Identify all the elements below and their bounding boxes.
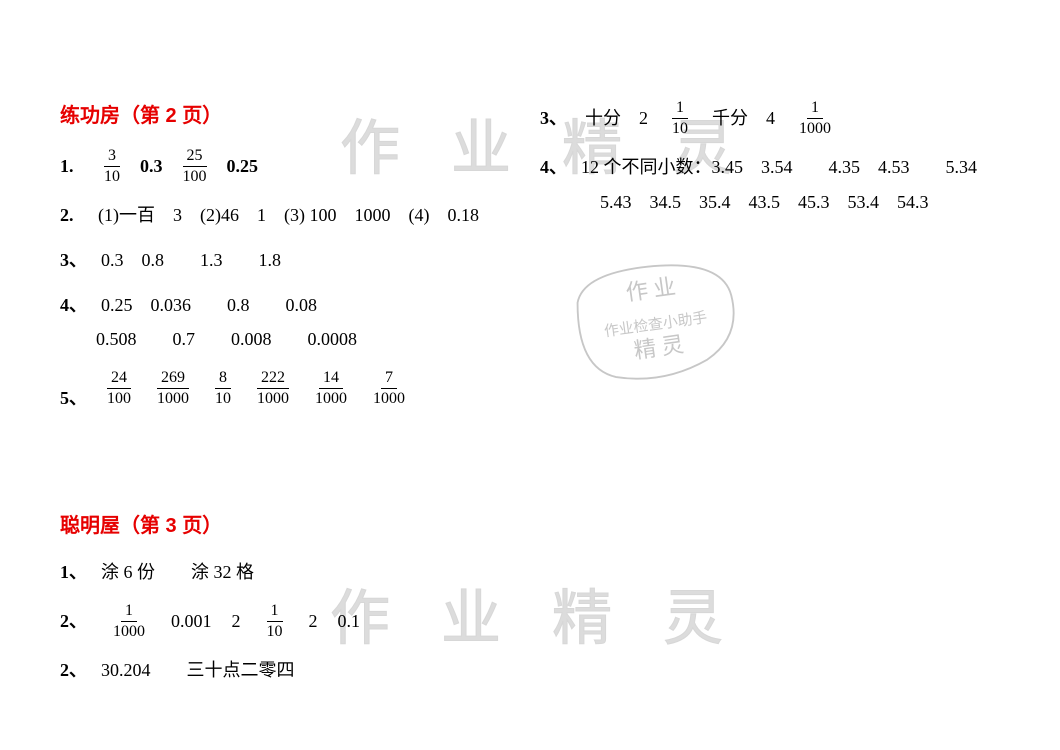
section1-left: 练功房（第 2 页） 1. 3 10 0.3 25 100 0.25 2. (1… — [60, 100, 530, 423]
s2-q2a-t2: 2 — [232, 607, 241, 636]
q1-frac1-n: 3 — [104, 148, 120, 167]
q1-frac2-n: 25 — [183, 148, 207, 167]
q4-left-line1: 0.25 0.036 0.8 0.08 — [101, 291, 317, 320]
q1-label: 1. — [60, 152, 84, 181]
q1-row: 1. 3 10 0.3 25 100 0.25 — [60, 148, 530, 185]
q5-frac-4: 14 1000 — [311, 370, 351, 407]
s2-q1-row: 1、 涂 6 份 涂 32 格 — [60, 558, 560, 587]
s2-q2a-t4: 0.1 — [338, 607, 361, 636]
q1-a2: 0.25 — [227, 152, 259, 181]
s2-q2a-frac1-n: 1 — [121, 603, 137, 622]
q1-frac2-d: 100 — [179, 167, 211, 185]
page: 作 业 精 灵 作 业 作业检查小助手 精 灵 作 业 精 灵 练功房（第 2 … — [0, 0, 1060, 750]
q5-label: 5、 — [60, 384, 87, 413]
s2-q1-text: 涂 6 份 涂 32 格 — [101, 558, 254, 587]
q5-frac-5: 7 1000 — [369, 370, 409, 407]
s2-q2a-frac2: 1 10 — [263, 603, 287, 640]
q5-frac-2-d: 10 — [211, 389, 235, 407]
q5-frac-1: 269 1000 — [153, 370, 193, 407]
q3-right-label: 3、 — [540, 104, 567, 133]
q3r-frac1-d: 10 — [668, 119, 692, 137]
q5-frac-1-n: 269 — [157, 370, 189, 389]
q1-frac1-d: 10 — [100, 167, 124, 185]
q3r-frac1: 1 10 — [668, 100, 692, 137]
q2-row: 2. (1)一百 3 (2)46 1 (3) 100 1000 (4) 0.18 — [60, 201, 530, 230]
q1-frac1: 3 10 — [100, 148, 124, 185]
section2: 聪明屋（第 3 页） 1、 涂 6 份 涂 32 格 2、 1 1000 0.0… — [60, 510, 560, 701]
section2-title: 聪明屋（第 3 页） — [60, 510, 560, 542]
s2-q2a-row: 2、 1 1000 0.001 2 1 10 2 0.1 — [60, 603, 560, 640]
q4-left-row1: 4、 0.25 0.036 0.8 0.08 — [60, 291, 530, 320]
q5-frac-1-d: 1000 — [153, 389, 193, 407]
s2-q2a-frac1: 1 1000 — [109, 603, 149, 640]
s2-q2a-frac2-n: 1 — [267, 603, 283, 622]
q3r-frac1-n: 1 — [672, 100, 688, 119]
q2-text: (1)一百 3 (2)46 1 (3) 100 1000 (4) 0.18 — [98, 201, 479, 230]
q5-frac-0-d: 100 — [103, 389, 135, 407]
q3r-frac2-d: 1000 — [795, 119, 835, 137]
q5-frac-3: 222 1000 — [253, 370, 293, 407]
s2-q2b-text: 30.204 三十点二零四 — [101, 656, 295, 685]
q5-frac-4-d: 1000 — [311, 389, 351, 407]
q3-left-label: 3、 — [60, 246, 87, 275]
q5-frac-4-n: 14 — [319, 370, 343, 389]
s2-q1-label: 1、 — [60, 558, 87, 587]
q4-right-line1: 12 个不同小数：3.45 3.54 4.35 4.53 5.34 — [581, 153, 977, 182]
q4-right-row1: 4、 12 个不同小数：3.45 3.54 4.35 4.53 5.34 — [540, 153, 1040, 182]
q5-frac-5-n: 7 — [381, 370, 397, 389]
q4-right-label: 4、 — [540, 153, 567, 182]
heading-text: 练功房（第 2 页） — [60, 100, 222, 132]
q3r-t4: 4 — [766, 104, 775, 133]
q5-frac-3-d: 1000 — [253, 389, 293, 407]
q3-left-row: 3、 0.3 0.8 1.3 1.8 — [60, 246, 530, 275]
section2-heading-text: 聪明屋（第 3 页） — [60, 510, 222, 542]
q5-frac-0-n: 24 — [107, 370, 131, 389]
stamp-text-top: 作 业 — [624, 274, 677, 306]
s2-q2a-frac1-d: 1000 — [109, 622, 149, 640]
s2-q2b-label: 2、 — [60, 656, 87, 685]
q5-frac-2-n: 8 — [215, 370, 231, 389]
s2-q2b-row: 2、 30.204 三十点二零四 — [60, 656, 560, 685]
q3r-t2: 2 — [639, 104, 648, 133]
s2-q2a-t3: 2 — [309, 607, 318, 636]
section1-title: 练功房（第 2 页） — [60, 100, 530, 132]
q1-frac2: 25 100 — [179, 148, 211, 185]
q3-left-text: 0.3 0.8 1.3 1.8 — [101, 246, 281, 275]
q3r-frac2: 1 1000 — [795, 100, 835, 137]
watermark-stamp: 作 业 作业检查小助手 精 灵 — [552, 242, 758, 397]
q4-right-row2: 5.43 34.5 35.4 43.5 45.3 53.4 54.3 — [540, 188, 1040, 217]
q5-frac-0: 24 100 — [103, 370, 135, 407]
s2-q2a-t1: 0.001 — [171, 607, 212, 636]
q3r-frac2-n: 1 — [807, 100, 823, 119]
q3-right-row: 3、 十分 2 1 10 千分 4 1 1000 — [540, 100, 1040, 137]
q4-left-line2: 0.508 0.7 0.008 0.0008 — [96, 325, 357, 354]
q1-a1: 0.3 — [140, 152, 163, 181]
q5-frac-3-n: 222 — [257, 370, 289, 389]
q5-frac-2: 8 10 — [211, 370, 235, 407]
q4-right-line2: 5.43 34.5 35.4 43.5 45.3 53.4 54.3 — [600, 188, 929, 217]
stamp-text-bot: 精 灵 — [632, 332, 685, 364]
q4-left-row2: 0.508 0.7 0.008 0.0008 — [60, 325, 530, 354]
section1-right: 3、 十分 2 1 10 千分 4 1 1000 4、 12 个不同小数：3.4… — [540, 100, 1040, 233]
q2-label: 2. — [60, 201, 84, 230]
q3r-t3: 千分 — [712, 104, 748, 133]
s2-q2a-label: 2、 — [60, 607, 87, 636]
q3r-t1: 十分 — [585, 104, 621, 133]
q5-frac-5-d: 1000 — [369, 389, 409, 407]
q5-row: 5、 24 100 269 1000 8 10 222 1000 14 1000 — [60, 370, 530, 407]
s2-q2a-frac2-d: 10 — [263, 622, 287, 640]
q4-left-label: 4、 — [60, 291, 87, 320]
